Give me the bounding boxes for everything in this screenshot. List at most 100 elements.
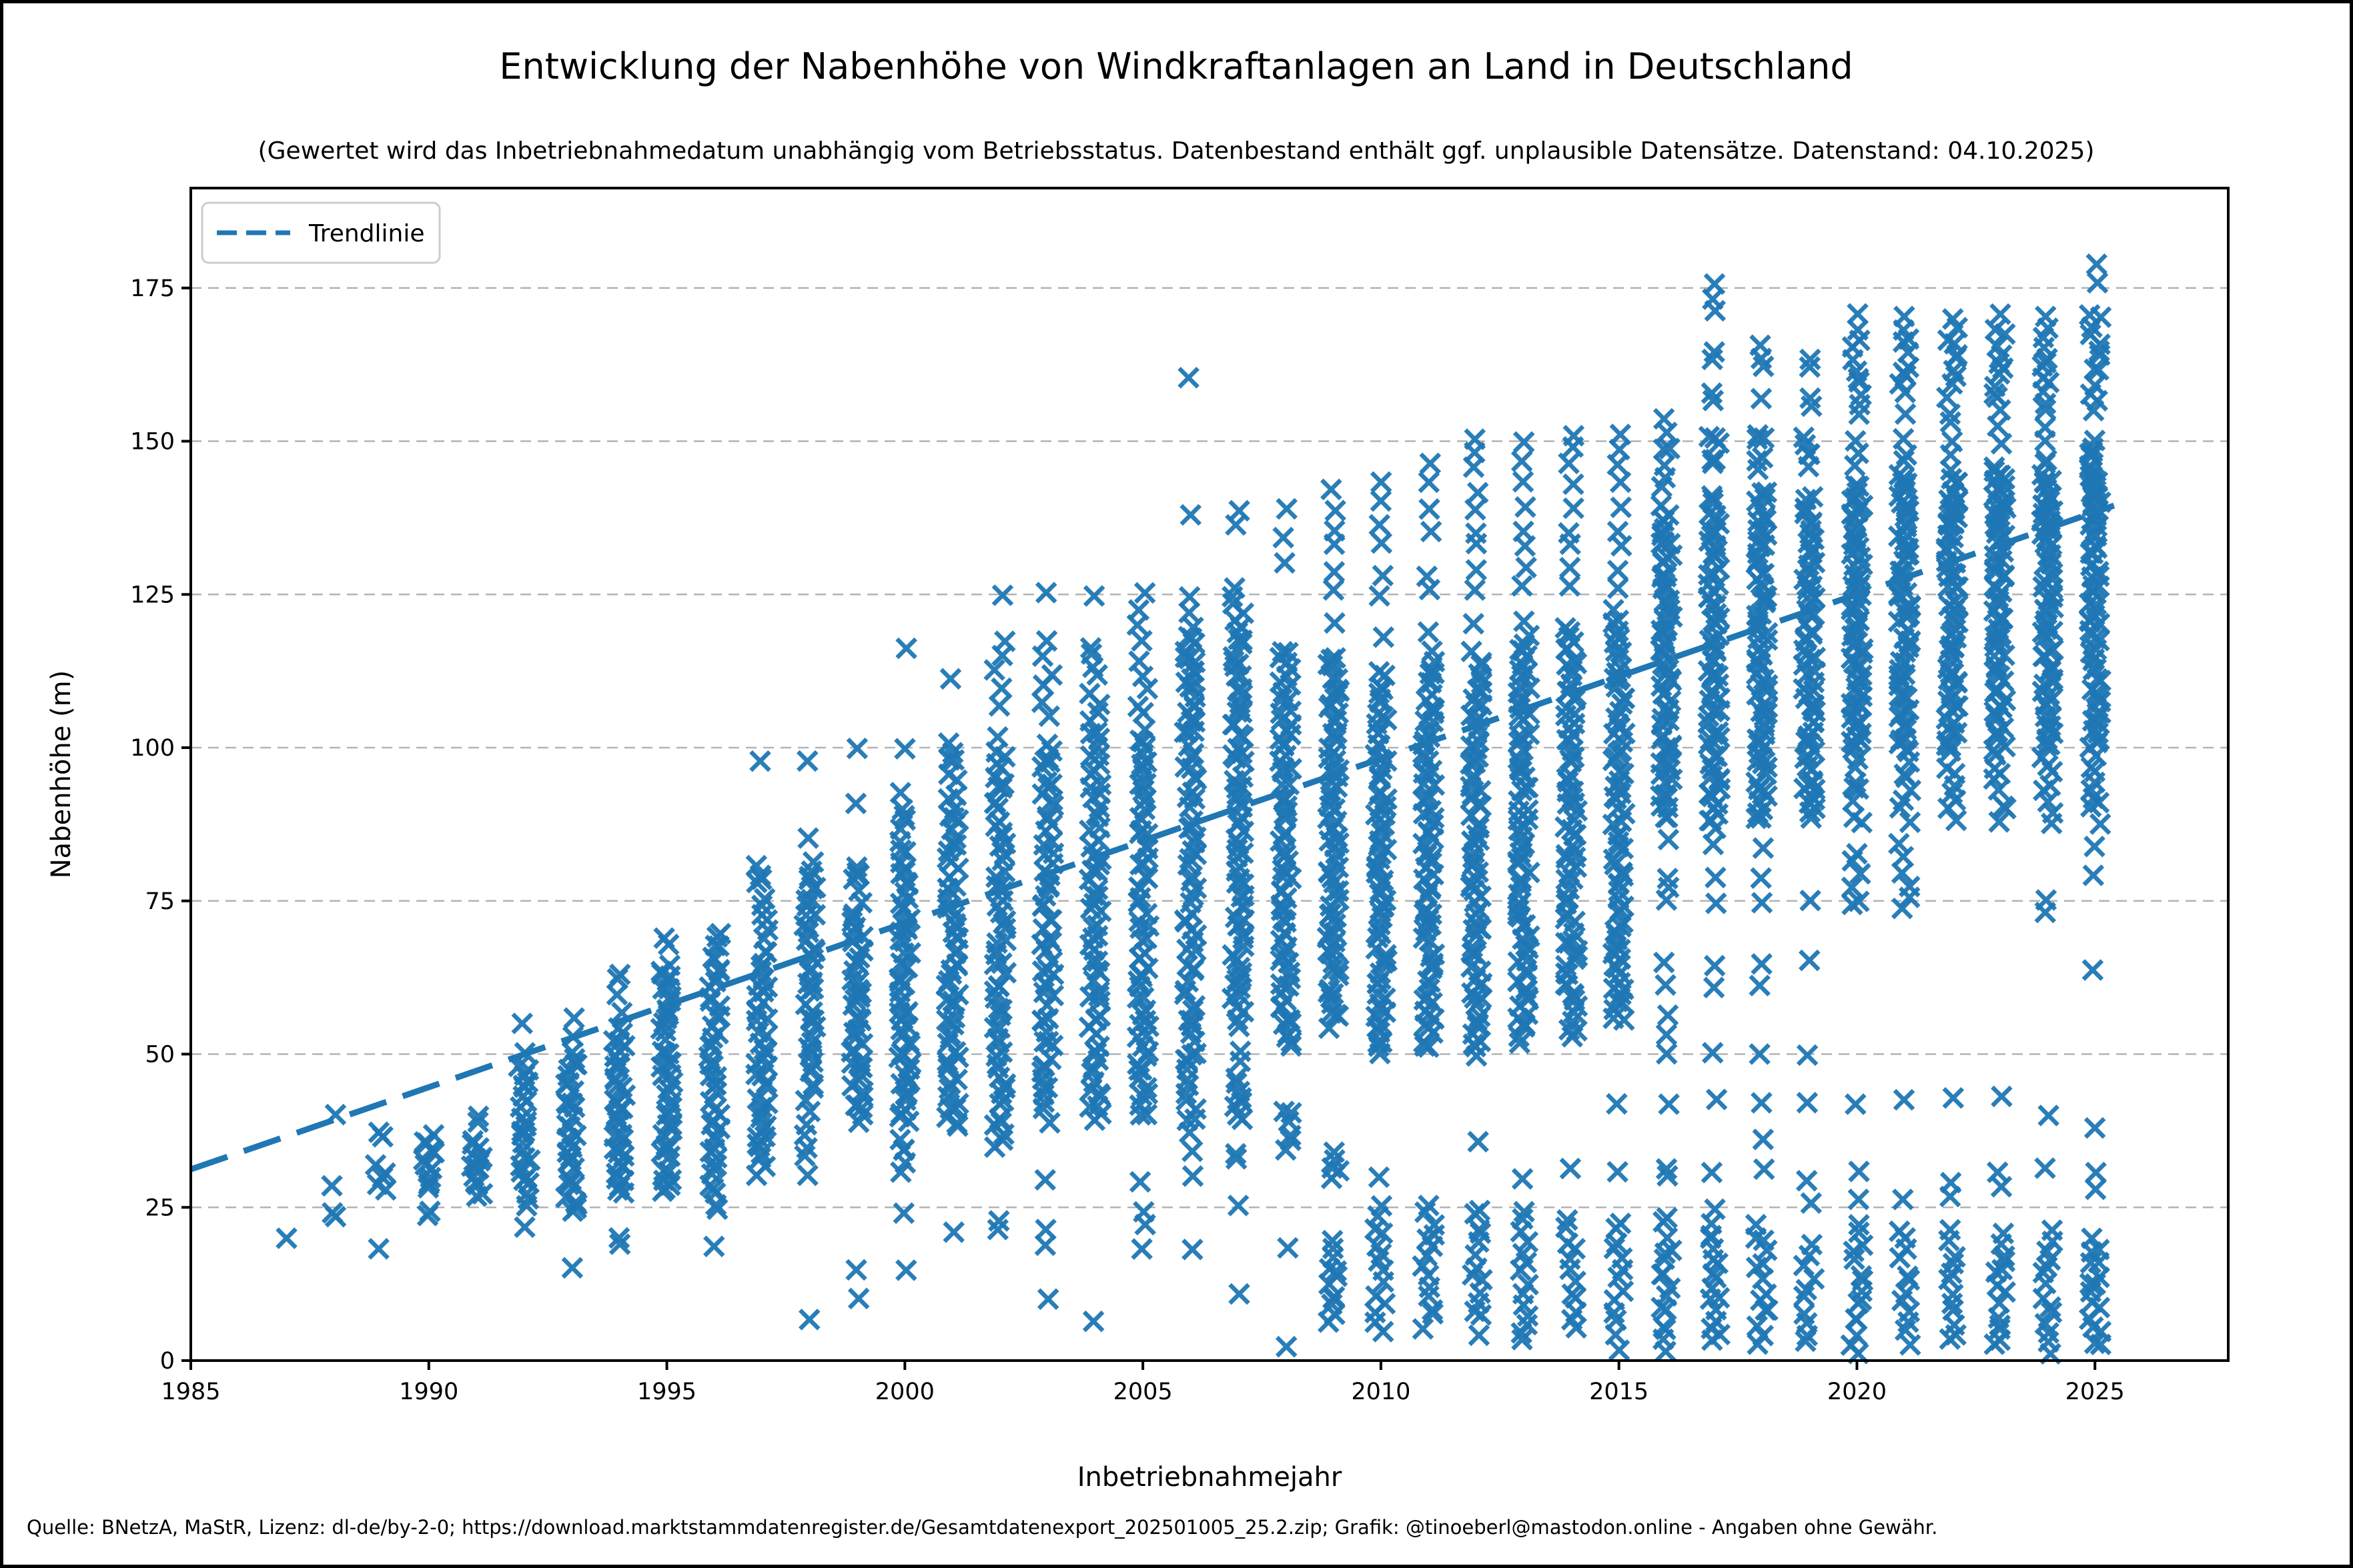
hub-height-scatter-chart: 0 25 50 75 100 125 150 175 1985 1990 1995 2000 2005 2…	[27, 45, 2230, 1539]
scatter-point	[1037, 584, 1055, 602]
scatter-point	[1517, 558, 1536, 577]
y-tick-label: 175	[130, 275, 175, 302]
scatter-point	[1420, 1197, 1438, 1215]
y-tick-label: 0	[160, 1348, 175, 1375]
x-tick-label: 1985	[161, 1379, 220, 1405]
scatter-point	[1752, 1094, 1771, 1112]
scatter-point	[1988, 417, 2007, 436]
scatter-point	[1896, 405, 1915, 424]
scatter-point	[897, 639, 916, 658]
scatter-point	[1560, 454, 1578, 473]
scatter-point	[1608, 562, 1627, 580]
scatter-point	[563, 1259, 582, 1277]
scatter-point	[1131, 1172, 1149, 1191]
scatter-point	[1372, 492, 1390, 510]
scatter-point	[1036, 1170, 1055, 1189]
axis-ticks: 0 25 50 75 100 125 150 175 1985 1990 1995 2000 2005 2…	[130, 275, 2125, 1405]
scatter-point	[1512, 452, 1531, 471]
scatter-point	[847, 1261, 866, 1279]
scatter-point	[278, 1229, 296, 1248]
scatter-point	[1085, 587, 1103, 606]
scatter-point	[1657, 976, 1675, 994]
scatter-point	[1652, 496, 1671, 515]
scatter-point	[1753, 894, 1771, 912]
scatter-point	[1703, 1163, 1721, 1182]
scatter-point	[1184, 1166, 1202, 1185]
scatter-point	[1801, 891, 1820, 910]
scatter-point	[1753, 954, 1771, 973]
x-axis-label: Inbetriebnahmejahr	[1077, 1462, 1342, 1493]
scatter-point	[1560, 577, 1579, 596]
scatter-point	[1421, 454, 1440, 473]
scatter-point	[800, 1310, 819, 1329]
x-tick-label: 2020	[1827, 1379, 1887, 1405]
scatter-point	[1608, 456, 1627, 474]
scatter-point	[1560, 558, 1579, 577]
x-tick-label: 2005	[1113, 1379, 1173, 1405]
scatter-point	[1752, 869, 1771, 888]
scatter-point	[1276, 554, 1294, 572]
scatter-point	[1467, 561, 1486, 580]
scatter-point	[1890, 1222, 1909, 1241]
scatter-point	[1180, 588, 1199, 606]
scatter-point	[1564, 499, 1583, 518]
scatter-point	[1992, 1177, 2011, 1196]
legend-box	[201, 201, 441, 264]
scatter-point	[2085, 837, 2104, 856]
scatter-point	[941, 670, 960, 688]
scatter-point	[1469, 1132, 1488, 1151]
scatter-point	[1564, 475, 1582, 494]
scatter-point	[1180, 368, 1198, 387]
scatter-point	[1607, 1094, 1626, 1113]
scatter-point	[1277, 1337, 1296, 1356]
scatter-point	[1370, 516, 1389, 534]
scatter-point	[1895, 1090, 1913, 1109]
scatter-point	[1374, 566, 1392, 585]
x-tick-label: 1990	[399, 1379, 458, 1405]
scatter-point	[1754, 1255, 1773, 1273]
scatter-point	[1660, 1095, 1679, 1114]
scatter-point	[1705, 978, 1723, 997]
scatter-point	[1849, 1190, 1868, 1209]
scatter-point	[2087, 1163, 2105, 1182]
scatter-point	[1612, 498, 1630, 517]
scatter-point	[1464, 614, 1483, 633]
scatter-point	[1514, 472, 1532, 491]
y-tick-label: 75	[145, 888, 175, 915]
scatter-point	[1372, 473, 1390, 492]
scatter-point	[1466, 1246, 1485, 1265]
scatter-point	[1941, 446, 1960, 464]
scatter-point	[989, 728, 1007, 746]
scatter-point	[513, 1014, 532, 1033]
legend-label: Trendlinie	[308, 220, 425, 247]
scatter-point	[1372, 534, 1391, 552]
scatter-point	[945, 1223, 963, 1241]
x-tick-label: 2010	[1351, 1379, 1410, 1405]
scatter-point	[1182, 506, 1200, 524]
scatter-point	[1798, 1046, 1817, 1064]
scatter-point	[704, 1237, 723, 1256]
scatter-point	[2035, 1159, 2054, 1178]
scatter-point	[1707, 894, 1725, 912]
scatter-point	[1084, 1312, 1103, 1331]
legend: Trendlinie	[201, 201, 441, 264]
scatter-point	[1039, 1290, 1057, 1309]
scatter-point	[1798, 1093, 1817, 1112]
scatter-point	[1991, 305, 2009, 323]
scatter-point	[992, 679, 1011, 698]
scatter-point	[1467, 534, 1486, 553]
scatter-point	[897, 1261, 915, 1280]
scatter-point	[2087, 255, 2106, 273]
chart-subtitle: (Gewertet wird das Inbetriebnahmedatum u…	[258, 137, 2095, 165]
scatter-point	[1033, 647, 1052, 666]
scatter-point	[1274, 528, 1293, 547]
scatter-point	[1805, 1270, 1823, 1289]
x-tick-label: 2015	[1589, 1379, 1649, 1405]
scatter-point	[1425, 1226, 1444, 1245]
scatter-point	[1326, 502, 1345, 520]
scatter-point	[895, 740, 914, 758]
scatter-point	[1655, 410, 1673, 428]
scatter-point	[1135, 584, 1154, 602]
scatter-point	[2043, 1221, 2061, 1240]
scatter-point	[2085, 1118, 2104, 1137]
